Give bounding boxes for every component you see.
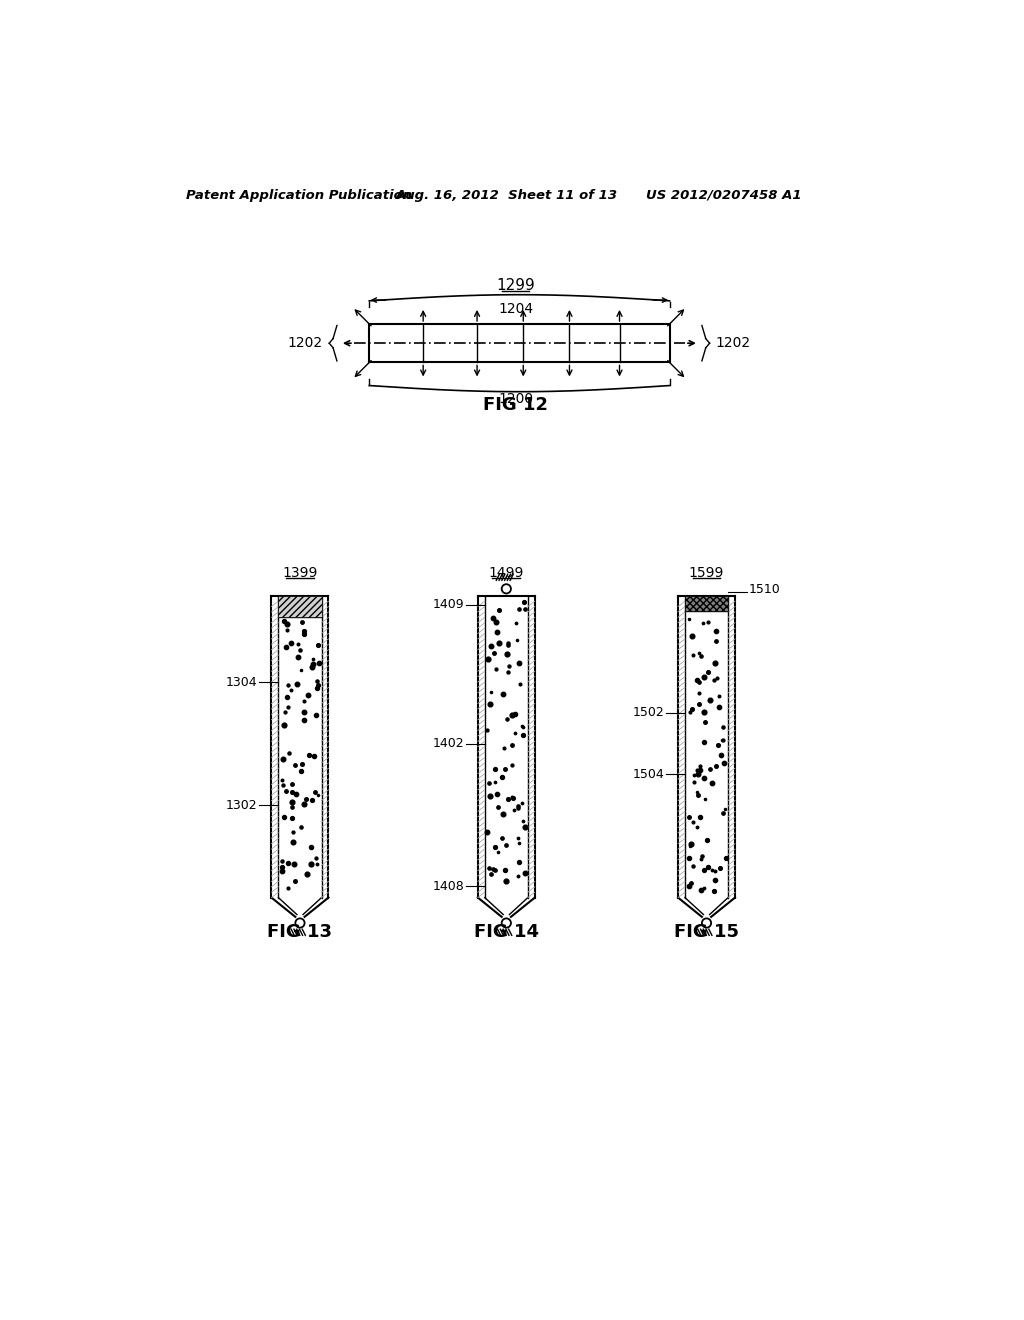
Text: US 2012/0207458 A1: US 2012/0207458 A1 <box>646 189 802 202</box>
Text: FIG 14: FIG 14 <box>474 923 539 941</box>
Text: 1409: 1409 <box>432 598 464 611</box>
Text: 1402: 1402 <box>432 737 464 750</box>
Text: 1599: 1599 <box>689 566 724 579</box>
Text: 1304: 1304 <box>226 676 258 689</box>
Bar <box>685 595 728 611</box>
Text: 1299: 1299 <box>497 279 535 293</box>
Text: 1510: 1510 <box>749 583 780 597</box>
Text: 1202: 1202 <box>716 337 751 350</box>
Text: FIG 15: FIG 15 <box>674 923 739 941</box>
Bar <box>279 595 322 618</box>
Text: Aug. 16, 2012  Sheet 11 of 13: Aug. 16, 2012 Sheet 11 of 13 <box>396 189 618 202</box>
Text: FIG 12: FIG 12 <box>483 396 548 413</box>
Text: 1302: 1302 <box>226 799 258 812</box>
Text: Patent Application Publication: Patent Application Publication <box>186 189 412 202</box>
Text: 1204: 1204 <box>498 301 534 315</box>
Text: 1408: 1408 <box>432 879 464 892</box>
Text: 1502: 1502 <box>633 706 665 719</box>
Text: 1200: 1200 <box>498 392 534 407</box>
Text: 1202: 1202 <box>288 337 323 350</box>
Text: 1499: 1499 <box>488 566 524 579</box>
Text: 1504: 1504 <box>633 768 665 781</box>
Text: 1399: 1399 <box>283 566 317 579</box>
Text: FIG 13: FIG 13 <box>267 923 333 941</box>
